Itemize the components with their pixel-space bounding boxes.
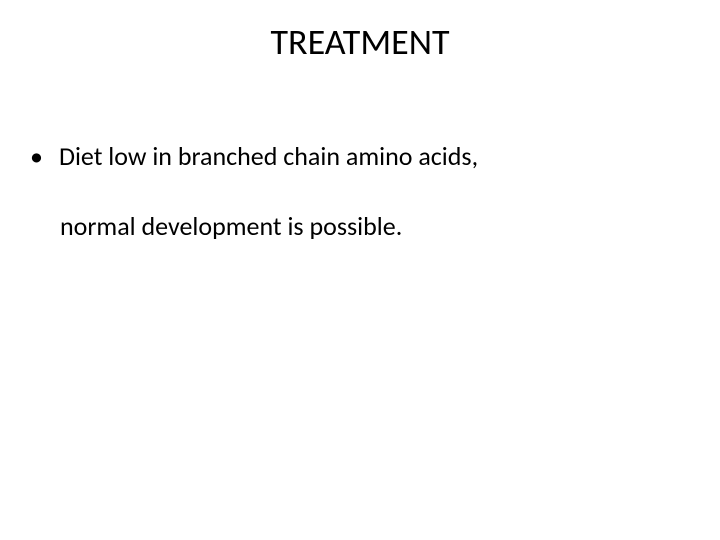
bullet-text-line1: Diet low in branched chain amino acids,	[59, 140, 478, 174]
bullet-item: • Diet low in branched chain amino acids…	[30, 140, 670, 174]
bullet-marker: •	[30, 140, 43, 174]
slide-body: • Diet low in branched chain amino acids…	[30, 140, 670, 244]
slide-title: TREATMENT	[0, 20, 720, 64]
bullet-text-line2: normal development is possible.	[60, 210, 670, 244]
